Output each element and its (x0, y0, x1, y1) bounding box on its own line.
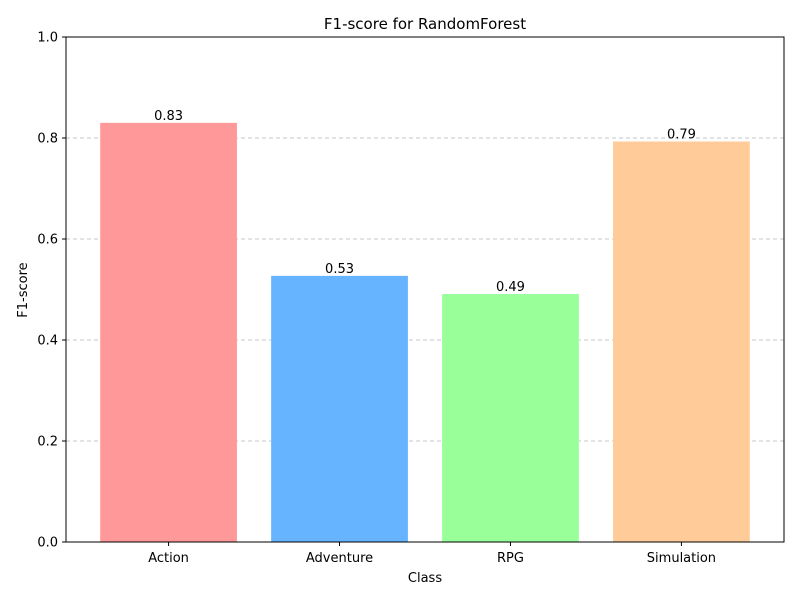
x-axis-ticks: Action Adventure RPG Simulation (148, 542, 716, 566)
bar-value-labels: 0.83 0.53 0.49 0.79 (154, 109, 696, 295)
bars (100, 122, 750, 542)
x-tick-label: RPG (497, 551, 524, 566)
y-tick-label: 0.2 (37, 435, 58, 450)
y-tick-label: 0.0 (37, 536, 58, 551)
bar-value-label: 0.53 (325, 262, 354, 277)
plot-frame (65, 36, 785, 543)
bar-simulation (613, 141, 750, 542)
y-tick-label: 1.0 (37, 31, 58, 46)
y-tick-label: 0.6 (37, 233, 58, 248)
bar-value-label: 0.49 (496, 280, 525, 295)
y-tick-label: 0.4 (37, 334, 58, 349)
x-tick-label: Adventure (306, 551, 373, 566)
bar-value-label: 0.79 (667, 128, 696, 143)
chart-title: F1-score for RandomForest (324, 15, 526, 33)
y-tick-label: 0.8 (37, 132, 58, 147)
x-axis-label: Class (408, 571, 442, 586)
bar-value-label: 0.83 (154, 109, 183, 124)
y-axis-ticks: 0.0 0.2 0.4 0.6 0.8 1.0 (37, 31, 66, 551)
bar-action (100, 122, 237, 542)
x-tick-label: Action (148, 551, 189, 566)
bar-rpg (442, 294, 579, 542)
x-tick-label: Simulation (647, 551, 716, 566)
bar-adventure (271, 275, 408, 542)
y-axis-label: F1-score (16, 262, 31, 317)
